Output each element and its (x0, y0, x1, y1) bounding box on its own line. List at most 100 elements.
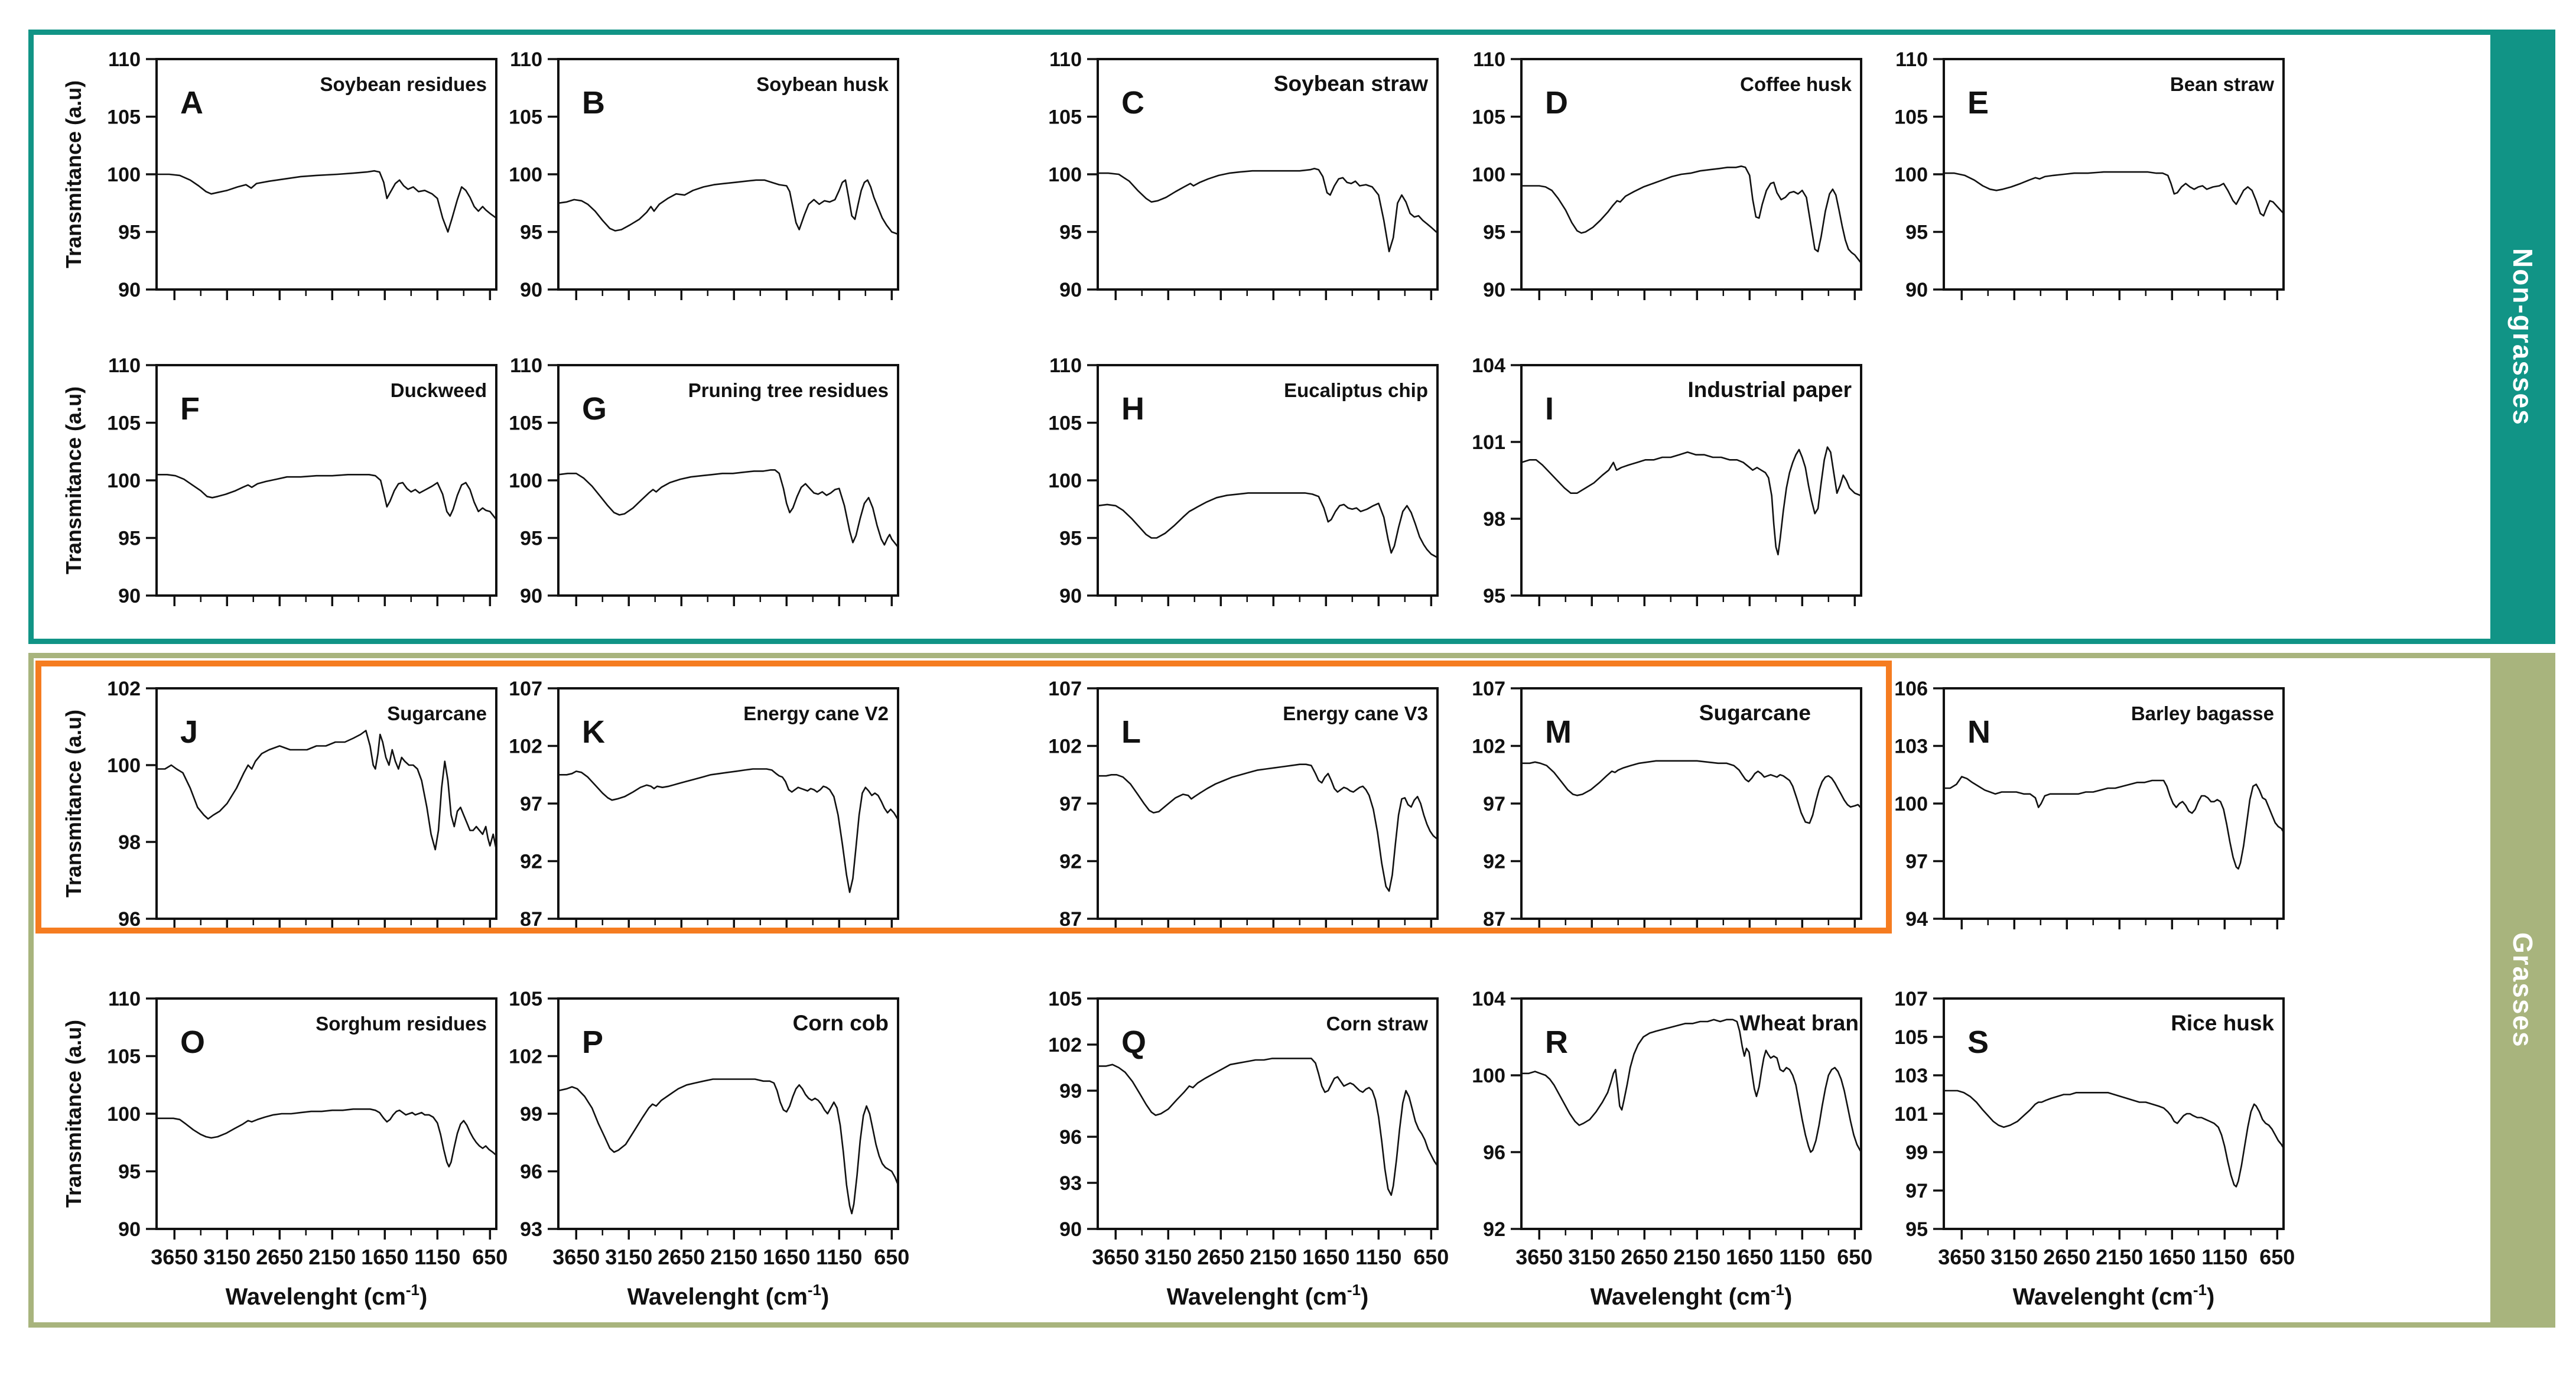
grasses-band: Grasses (2490, 653, 2555, 1328)
panel-Q-ytick: 105 (1048, 988, 1082, 1010)
panel-M-ytick: 107 (1472, 678, 1505, 700)
panel-title-J: Sugarcane (387, 702, 487, 724)
panel-N-ytick: 94 (1905, 908, 1928, 931)
panel-O-ytick: 110 (108, 988, 141, 1010)
panel-D-x-ticks (1538, 290, 1856, 300)
panel-C-x-ticks (1114, 290, 1433, 300)
panel-K-ytick: 102 (509, 736, 542, 758)
panel-E-y-ticks: 110 105 100 95 90 (1894, 48, 1944, 301)
panel-C-ytick: 90 (1059, 279, 1082, 301)
panel-G-ytick: 110 (510, 354, 542, 377)
panel-D-ytick: 110 (1473, 48, 1505, 71)
panel-I-x-ticks (1538, 596, 1856, 606)
panel-title-D: Coffee husk (1740, 73, 1852, 95)
spectrum-curve-L (1097, 763, 1439, 892)
panel-B-ytick: 95 (520, 222, 542, 244)
panel-letter-S: S (1967, 1025, 1989, 1060)
panel-title-A: Soybean residues (320, 73, 487, 95)
panel-L-x-ticks (1114, 919, 1433, 929)
panel-P-xtick: 2150 (710, 1245, 757, 1269)
panel-R-x-axis-title: Wavelenght (cm-1) (1591, 1281, 1793, 1310)
panel-R-xtick: 650 (1837, 1245, 1872, 1269)
spectrum-curve-G (557, 469, 899, 548)
panel-M-ytick: 97 (1483, 793, 1505, 815)
panel-E-ytick: 105 (1894, 106, 1928, 129)
panel-letter-E: E (1967, 85, 1989, 121)
spectrum-panel-R: 104 100 96 92 3650 3150 2650 2150 1650 1150 650 Wav… (1472, 988, 1872, 1310)
panel-N-x-ticks (1960, 919, 2279, 929)
panel-C-y-ticks: 110 105 100 95 90 (1048, 48, 1098, 301)
panel-P-xtick: 1150 (816, 1245, 862, 1269)
panel-title-H: Eucaliptus chip (1284, 379, 1428, 401)
panel-A-y-axis-title: Transmitance (a.u) (61, 80, 86, 268)
panel-R-xtick: 2150 (1673, 1245, 1720, 1269)
panel-title-F: Duckweed (391, 379, 487, 401)
panel-R-frame (1520, 997, 1862, 1230)
panel-G-y-ticks: 110 105 100 95 90 (509, 354, 558, 607)
panel-G-ytick: 100 (509, 470, 542, 492)
panel-R-ytick: 96 (1483, 1141, 1505, 1164)
spectrum-panel-G: 110 105 100 95 90 G Pruning tree residues (509, 354, 899, 607)
panel-D-y-ticks: 110 105 100 95 90 (1472, 48, 1521, 301)
panel-title-M: Sugarcane (1699, 701, 1811, 725)
panel-K-ytick: 92 (520, 851, 542, 873)
panel-letter-D: D (1545, 85, 1568, 121)
panel-B-y-ticks: 110 105 100 95 90 (509, 48, 558, 301)
panel-O-ytick: 100 (107, 1103, 141, 1126)
spectrum-panel-D: 110 105 100 95 90 D Coffee husk (1472, 48, 1862, 301)
panel-S-ytick: 107 (1894, 988, 1928, 1010)
panel-R-xtick: 2650 (1621, 1245, 1668, 1269)
panel-Q-x-axis-title: Wavelenght (cm-1) (1167, 1281, 1369, 1310)
panel-P-x-ticks: 3650 3150 2650 2150 1650 1150 650 (552, 1229, 909, 1269)
panel-H-y-ticks: 110 105 100 95 90 (1048, 354, 1098, 607)
panel-S-xtick: 2150 (2096, 1245, 2143, 1269)
panel-letter-P: P (582, 1025, 603, 1060)
panel-D-ytick: 90 (1483, 279, 1505, 301)
panel-L-ytick: 107 (1048, 678, 1082, 700)
panel-title-C: Soybean straw (1274, 71, 1428, 96)
spectrum-curve-K (557, 768, 899, 893)
panel-S-ytick: 105 (1894, 1026, 1928, 1049)
spectrum-curve-I (1520, 446, 1862, 556)
panel-S-xtick: 3150 (1990, 1245, 2038, 1269)
spectrum-panel-B: 110 105 100 95 90 B Soybean husk (509, 48, 899, 301)
spectrum-curve-E (1943, 171, 2285, 217)
panel-Q-x-ticks: 3650 3150 2650 2150 1650 1150 650 (1092, 1229, 1449, 1269)
panel-O-ytick: 95 (118, 1161, 141, 1183)
panel-E-ytick: 110 (1895, 48, 1928, 71)
spectrum-panel-A: 110 105 100 95 90 Transmitance (a.u) A Soybean … (61, 48, 497, 301)
panel-H-ytick: 110 (1049, 354, 1082, 377)
spectrum-panel-S: 107 105 103 101 99 97 95 3650 3150 2650 2150 1650 11… (1894, 988, 2295, 1310)
panel-C-ytick: 105 (1048, 106, 1082, 129)
panel-letter-N: N (1967, 714, 1990, 750)
panel-O-x-ticks: 3650 3150 2650 2150 1650 1150 650 (151, 1229, 508, 1269)
panel-S-y-ticks: 107 105 103 101 99 97 95 (1894, 988, 1944, 1241)
panel-S-xtick: 1650 (2148, 1245, 2196, 1269)
panel-O-x-axis-title: Wavelenght (cm-1) (226, 1281, 428, 1310)
spectrum-panel-J: 102 100 98 96 Transmitance (a.u) J Sugarcane (61, 678, 497, 931)
panel-E-ytick: 95 (1905, 222, 1928, 244)
panel-P-ytick: 102 (509, 1046, 542, 1068)
panel-P-xtick: 3650 (552, 1245, 600, 1269)
panel-A-ytick: 95 (118, 222, 141, 244)
panel-S-ytick: 99 (1905, 1141, 1928, 1164)
panel-title-L: Energy cane V3 (1283, 702, 1428, 724)
panel-O-y-ticks: 110 105 100 95 90 (107, 988, 157, 1241)
panel-title-K: Energy cane V2 (743, 702, 889, 724)
panel-P-xtick: 3150 (605, 1245, 652, 1269)
panel-L-ytick: 97 (1059, 793, 1082, 815)
spectrum-curve-J (155, 730, 497, 851)
panel-H-ytick: 95 (1059, 528, 1082, 550)
panel-A-ytick: 90 (118, 279, 141, 301)
panel-Q-xtick: 2150 (1250, 1245, 1297, 1269)
panel-letter-O: O (180, 1025, 205, 1060)
spectrum-curve-O (155, 1108, 497, 1167)
spectrum-curve-P (557, 1078, 899, 1215)
panel-O-xtick: 2650 (256, 1245, 303, 1269)
panel-S-ytick: 97 (1905, 1180, 1928, 1202)
panel-R-ytick: 100 (1472, 1065, 1505, 1087)
panel-P-ytick: 93 (520, 1218, 542, 1241)
panel-C-ytick: 100 (1048, 164, 1082, 186)
panel-H-x-ticks (1114, 596, 1433, 606)
